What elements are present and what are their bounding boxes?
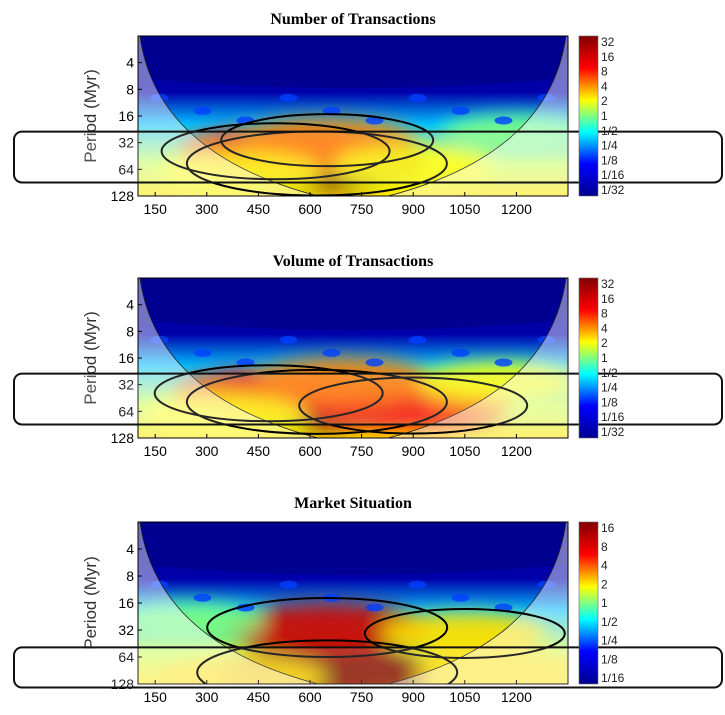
colorbar-tick-label: 16: [601, 292, 615, 306]
colorbar-tick-label: 1/16: [601, 168, 625, 182]
power-blob: [452, 107, 470, 115]
power-blob: [366, 359, 384, 367]
colorbar: [579, 36, 598, 196]
colorbar-tick-label: 1: [601, 109, 608, 123]
power-blob: [409, 581, 427, 589]
y-tick-label: 8: [126, 568, 134, 584]
y-tick-label: 16: [118, 108, 134, 124]
x-tick-label: 900: [402, 689, 426, 705]
colorbar-tick-label: 1/4: [601, 139, 618, 153]
x-tick-label: 600: [298, 201, 322, 217]
y-tick-label: 16: [118, 350, 134, 366]
colorbar-tick-label: 2: [601, 577, 608, 591]
x-tick-label: 300: [195, 443, 219, 459]
y-tick-label: 32: [118, 622, 134, 638]
low-power-region: [140, 522, 566, 575]
power-blob: [409, 336, 427, 344]
y-tick-label: 8: [126, 81, 134, 97]
x-tick-label: 150: [144, 443, 168, 459]
x-tick-label: 1050: [449, 201, 480, 217]
power-blob: [280, 336, 298, 344]
colorbar-tick-label: 1/32: [601, 183, 625, 197]
colorbar-tick-label: 4: [601, 321, 608, 335]
power-blob: [194, 594, 212, 602]
x-tick-label: 600: [298, 443, 322, 459]
power-blob: [280, 581, 298, 589]
colorbar-tick-label: 1/16: [601, 671, 625, 685]
y-tick-label: 4: [126, 297, 134, 313]
chart-title: Number of Transactions: [270, 11, 435, 28]
low-power-region: [140, 278, 566, 330]
colorbar-tick-label: 8: [601, 540, 608, 554]
power-blob: [452, 594, 470, 602]
colorbar: [579, 278, 598, 438]
y-tick-label: 4: [126, 541, 134, 557]
colorbar-tick-label: 1/2: [601, 124, 618, 138]
power-blob: [366, 604, 384, 612]
colorbar-tick-label: 4: [601, 79, 608, 93]
x-tick-label: 300: [195, 689, 219, 705]
wavelet-panel: Volume of Transactions 150 300 450 600 750 900…: [14, 253, 722, 459]
y-tick-label: 8: [126, 323, 134, 339]
colorbar-tick-label: 2: [601, 336, 608, 350]
low-power-region: [140, 36, 566, 88]
colorbar-tick-label: 1/4: [601, 634, 618, 648]
chart-title: Market Situation: [294, 495, 412, 512]
x-tick-label: 150: [144, 201, 168, 217]
power-blob: [495, 359, 513, 367]
x-tick-label: 1200: [501, 443, 532, 459]
x-tick-label: 750: [350, 443, 374, 459]
y-tick-label: 128: [111, 430, 135, 446]
x-tick-label: 1200: [501, 201, 532, 217]
y-axis-label: Period (Myr): [81, 556, 100, 650]
x-tick-label: 600: [298, 689, 322, 705]
colorbar-tick-label: 8: [601, 307, 608, 321]
wavelet-panel: Market Situation150 300 450 600 750 900 1050 12…: [14, 495, 722, 705]
power-blob: [452, 349, 470, 357]
colorbar-tick-label: 1/8: [601, 395, 618, 409]
colorbar: [579, 522, 598, 684]
x-tick-label: 450: [247, 443, 271, 459]
colorbar-tick-label: 32: [601, 35, 615, 49]
colorbar-tick-label: 1: [601, 596, 608, 610]
colorbar-tick-label: 8: [601, 65, 608, 79]
x-tick-label: 900: [402, 201, 426, 217]
x-tick-label: 1050: [449, 443, 480, 459]
x-tick-label: 150: [144, 689, 168, 705]
colorbar-tick-label: 16: [601, 50, 615, 64]
colorbar-tick-label: 1/2: [601, 366, 618, 380]
power-blob: [194, 349, 212, 357]
colorbar-tick-label: 32: [601, 277, 615, 291]
x-tick-label: 300: [195, 201, 219, 217]
power-blob: [280, 94, 298, 102]
y-tick-label: 4: [126, 55, 134, 71]
x-tick-label: 750: [350, 201, 374, 217]
colorbar-tick-label: 1/16: [601, 410, 625, 424]
colorbar-tick-label: 4: [601, 559, 608, 573]
colorbar-tick-label: 16: [601, 521, 615, 535]
y-tick-label: 16: [118, 595, 134, 611]
colorbar-tick-label: 1/32: [601, 425, 625, 439]
x-tick-label: 450: [247, 689, 271, 705]
x-tick-label: 1050: [449, 689, 480, 705]
power-blob: [495, 117, 513, 125]
colorbar-tick-label: 1/4: [601, 381, 618, 395]
wavelet-panel: Number of Transactions 150 300 450 600 750 900…: [14, 11, 722, 217]
x-tick-label: 750: [350, 689, 374, 705]
colorbar-tick-label: 1/2: [601, 615, 618, 629]
power-blob: [409, 94, 427, 102]
x-tick-label: 450: [247, 201, 271, 217]
power-blob: [323, 349, 341, 357]
chart-title: Volume of Transactions: [273, 253, 434, 270]
colorbar-tick-label: 1/8: [601, 652, 618, 666]
power-blob: [194, 107, 212, 115]
y-tick-label: 128: [111, 188, 135, 204]
colorbar-tick-label: 1: [601, 351, 608, 365]
colorbar-tick-label: 1/8: [601, 153, 618, 167]
x-tick-label: 1200: [501, 689, 532, 705]
x-tick-label: 900: [402, 443, 426, 459]
colorbar-tick-label: 2: [601, 94, 608, 108]
